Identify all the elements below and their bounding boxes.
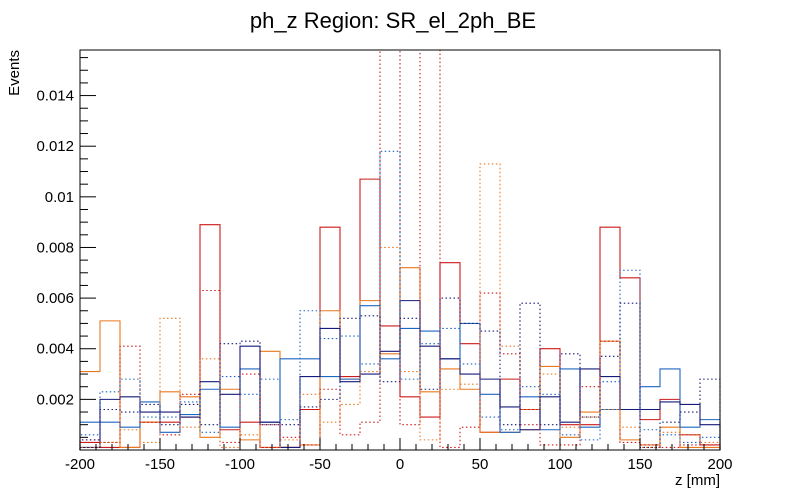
x-tick-label: -150 xyxy=(145,456,175,473)
plot-frame xyxy=(79,49,721,451)
series-line-blue_dotted xyxy=(79,150,721,450)
y-tick-label: 0.012 xyxy=(36,138,74,155)
x-tick-label: -100 xyxy=(225,456,255,473)
x-tick-label: 50 xyxy=(472,456,489,473)
x-axis-label: z [mm] xyxy=(675,472,720,489)
x-tick-label: 150 xyxy=(627,456,652,473)
y-tick-label: 0.006 xyxy=(36,290,74,307)
axis-layer: -200 -150 -100 -50 0 50 100 150 200 0.002 0.004 0.0… xyxy=(36,57,733,473)
y-tick-label: 0.004 xyxy=(36,341,74,358)
x-tick-label: 100 xyxy=(547,456,572,473)
series-line-navy_dotted xyxy=(79,297,721,450)
y-tick-label: 0.014 xyxy=(36,88,74,105)
y-tick-label: 0.002 xyxy=(36,391,74,408)
x-tick-label: -50 xyxy=(309,456,331,473)
y-tick-label: 0.008 xyxy=(36,239,74,256)
y-tick-label: 0.01 xyxy=(45,189,74,206)
series-navy_dotted xyxy=(79,297,721,450)
x-tick-label: -200 xyxy=(65,456,95,473)
x-tick-label: 200 xyxy=(707,456,732,473)
chart-title: ph_z Region: SR_el_2ph_BE xyxy=(250,8,536,33)
y-axis-label: Events xyxy=(6,50,23,96)
series-layer xyxy=(79,49,721,450)
series-blue_dotted xyxy=(79,150,721,450)
x-tick-label: 0 xyxy=(396,456,404,473)
